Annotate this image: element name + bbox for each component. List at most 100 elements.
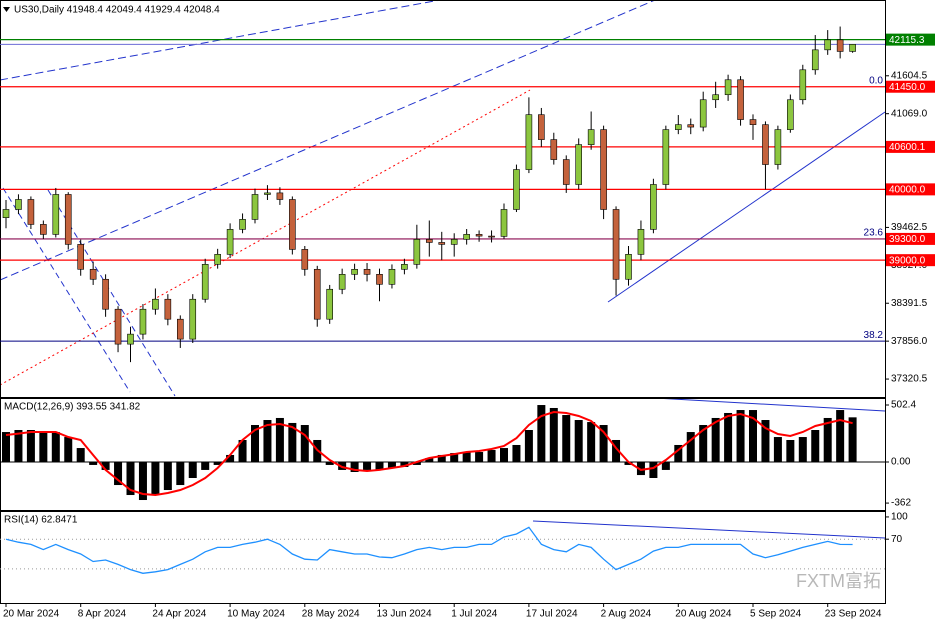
x-tick-label: 2 Aug 2024 <box>601 609 652 620</box>
macd-bar <box>599 425 608 462</box>
macd-bar <box>450 453 459 462</box>
macd-bar <box>114 462 123 486</box>
candle-body <box>824 39 832 51</box>
candle-body <box>139 308 147 335</box>
fib-label: 23.6 <box>864 228 884 239</box>
candle-body <box>276 192 284 200</box>
candle-body <box>438 242 446 245</box>
candle-body <box>538 114 545 140</box>
candle-body <box>388 268 396 285</box>
macd-bar <box>163 462 172 491</box>
candle-body <box>637 229 645 255</box>
macd-bar <box>524 430 533 462</box>
candle-body <box>177 318 184 340</box>
x-tick-label: 24 Apr 2024 <box>152 609 206 620</box>
macd-bar <box>138 462 147 501</box>
macd-bar <box>549 407 558 462</box>
x-tick-label: 13 Jun 2024 <box>377 609 432 620</box>
level-tag-label: 39300.0 <box>889 234 926 245</box>
macd-bar <box>375 462 384 470</box>
candle-body <box>264 192 271 195</box>
y-tick-label: -362 <box>891 498 911 509</box>
candle-body <box>562 159 570 185</box>
trend-line <box>0 89 531 386</box>
panel-title: RSI(14) 62.8471 <box>4 515 78 526</box>
candle-body <box>575 144 583 185</box>
level-tag <box>886 80 935 93</box>
candle-body <box>425 239 433 243</box>
macd-bar <box>226 454 235 462</box>
candle-body <box>376 274 383 285</box>
y-tick-label: 100 <box>891 512 908 523</box>
candle-body <box>811 49 819 71</box>
x-tick-label: 8 Apr 2024 <box>78 609 127 620</box>
candle-body <box>525 114 533 170</box>
y-tick-label: 38391.5 <box>891 298 928 309</box>
macd-bar <box>761 420 770 462</box>
candle-body <box>749 119 757 125</box>
level-tag <box>886 232 935 245</box>
candle-body <box>127 333 134 345</box>
macd-bar <box>275 417 284 462</box>
candle-body <box>650 184 657 230</box>
macd-bar <box>300 425 309 462</box>
macd-bar <box>587 422 596 462</box>
macd-bar <box>562 415 571 462</box>
candle-body <box>849 44 856 52</box>
candle-body <box>625 254 632 280</box>
macd-bar <box>462 452 471 462</box>
y-tick-label: 0.00 <box>891 457 911 468</box>
macd-bar <box>288 422 297 462</box>
panel-frame <box>0 0 886 398</box>
trend-channel <box>2 187 131 393</box>
title-arrow <box>3 7 10 12</box>
level-tag-label: 40000.0 <box>889 185 926 196</box>
candle-body <box>27 199 35 225</box>
candle-body <box>774 129 782 165</box>
candle-body <box>724 79 732 96</box>
candle-body <box>301 249 309 270</box>
macd-bar <box>400 462 409 467</box>
y-tick-label: 37320.5 <box>891 374 928 385</box>
level-tag <box>886 140 935 153</box>
macd-bar <box>786 439 795 462</box>
macd-bar <box>537 405 546 462</box>
candle-body <box>289 199 296 250</box>
candle-body <box>463 234 470 240</box>
candle-body <box>450 239 458 245</box>
fib-label: 38.2 <box>864 330 884 341</box>
macd-bar <box>101 462 110 470</box>
x-tick-label: 28 May 2024 <box>302 609 360 620</box>
candle-body <box>102 278 109 310</box>
level-tag <box>886 183 935 196</box>
macd-bar <box>736 410 745 462</box>
chart-title: US30,Daily 41948.4 42049.4 41929.4 42048… <box>14 5 220 16</box>
macd-bar <box>475 452 484 462</box>
macd-bar <box>612 439 621 462</box>
macd-bar <box>213 462 222 465</box>
macd-bar <box>574 420 583 462</box>
macd-bar <box>263 420 272 462</box>
macd-bar <box>836 410 845 462</box>
candle-body <box>475 234 483 237</box>
macd-bar <box>437 454 446 462</box>
macd-bar <box>674 444 683 462</box>
macd-bar <box>126 462 135 496</box>
y-tick-label: 39462.5 <box>891 222 928 233</box>
x-tick-label: 23 Sep 2024 <box>825 609 882 620</box>
y-tick-label: 70 <box>891 534 903 545</box>
x-tick-label: 10 May 2024 <box>227 609 285 620</box>
macd-bar <box>251 425 259 462</box>
divergence-line <box>532 520 886 539</box>
macd-bar <box>711 417 720 462</box>
macd-bar <box>26 430 35 462</box>
candle-body <box>239 219 246 230</box>
macd-bar <box>798 437 807 462</box>
macd-bar <box>487 449 496 462</box>
macd-bar <box>387 462 396 469</box>
macd-bar <box>188 462 197 478</box>
y-tick-label: 502.4 <box>891 400 916 411</box>
candle-body <box>251 194 259 220</box>
candle-body <box>152 298 159 310</box>
